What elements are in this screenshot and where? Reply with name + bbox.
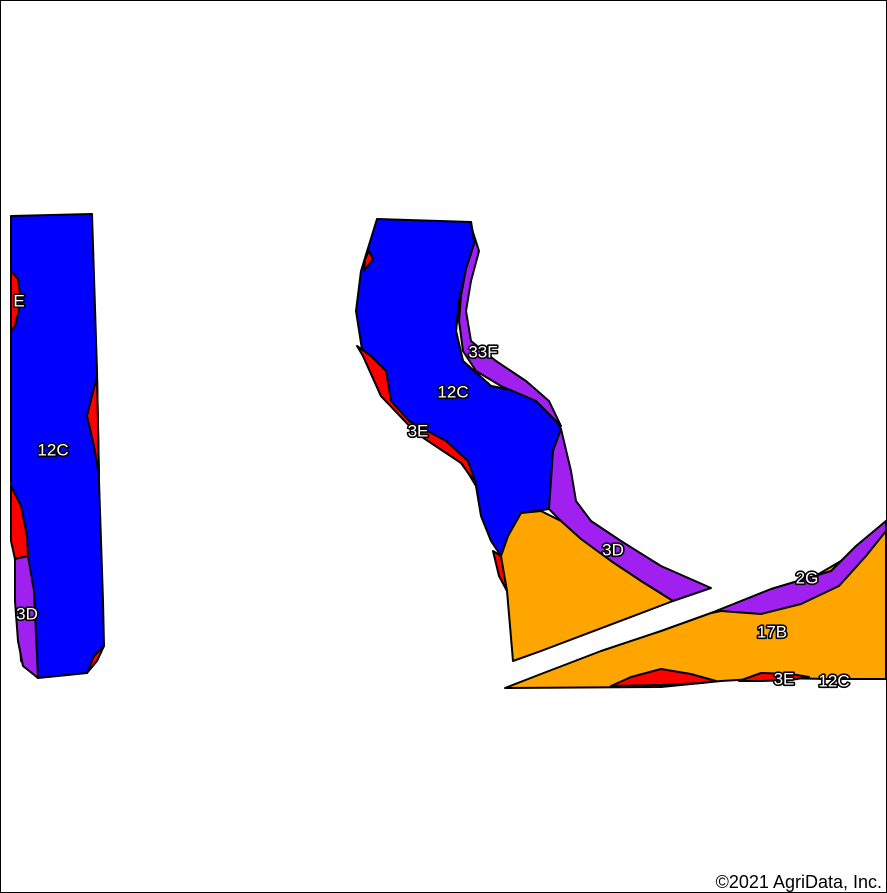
- label-17b: 17B: [757, 622, 787, 641]
- copyright-text: ©2021 AgriData, Inc.: [716, 872, 882, 892]
- label-3d: 3D: [16, 604, 38, 623]
- label-12c: 12C: [437, 382, 468, 401]
- label-3e: 3E: [408, 421, 429, 440]
- label-3d: 3D: [602, 540, 624, 559]
- label-12c: 12C: [37, 440, 68, 459]
- label-e: E: [13, 291, 24, 310]
- label-2g: 2G: [796, 568, 819, 587]
- label-33f: 33F: [468, 342, 497, 361]
- label-12c: 12C: [818, 671, 849, 690]
- label-3e: 3E: [774, 669, 795, 688]
